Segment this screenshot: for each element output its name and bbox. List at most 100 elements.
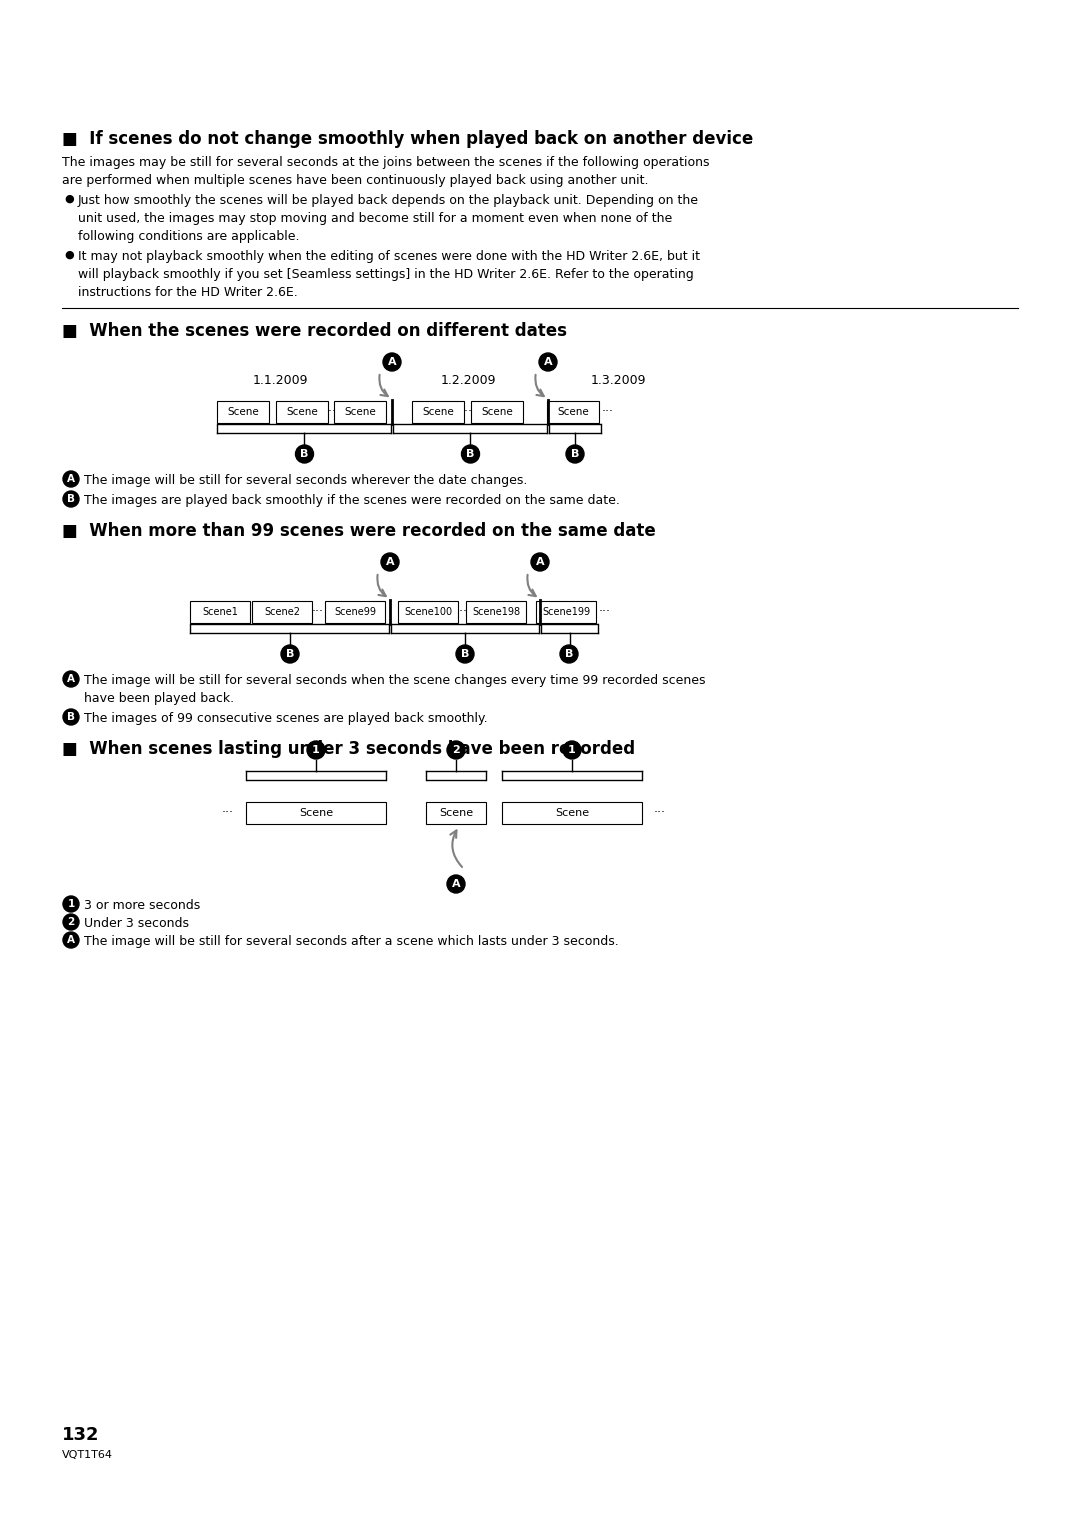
FancyBboxPatch shape — [536, 601, 596, 623]
Circle shape — [447, 742, 465, 758]
Text: The image will be still for several seconds when the scene changes every time 99: The image will be still for several seco… — [84, 674, 705, 687]
Circle shape — [307, 742, 325, 758]
Text: 2: 2 — [453, 745, 460, 755]
FancyBboxPatch shape — [471, 401, 523, 423]
Circle shape — [63, 932, 79, 948]
Text: Scene: Scene — [299, 807, 333, 818]
Circle shape — [281, 645, 299, 662]
Text: The image will be still for several seconds after a scene which lasts under 3 se: The image will be still for several seco… — [84, 935, 619, 948]
Text: 3 or more seconds: 3 or more seconds — [84, 899, 200, 913]
FancyBboxPatch shape — [502, 803, 642, 824]
Text: Just how smoothly the scenes will be played back depends on the playback unit. D: Just how smoothly the scenes will be pla… — [78, 194, 699, 208]
Text: ●: ● — [64, 194, 73, 204]
FancyBboxPatch shape — [217, 401, 269, 423]
Text: A: A — [386, 557, 394, 568]
Text: A: A — [543, 357, 552, 366]
Text: B: B — [571, 449, 579, 459]
Text: 2: 2 — [67, 917, 75, 926]
Text: A: A — [451, 879, 460, 890]
Text: 1.1.2009: 1.1.2009 — [253, 374, 308, 388]
Text: ···: ··· — [599, 606, 611, 618]
Text: The images may be still for several seconds at the joins between the scenes if t: The images may be still for several seco… — [62, 156, 710, 169]
Text: Scene: Scene — [286, 407, 318, 417]
Text: ···: ··· — [602, 406, 615, 418]
Circle shape — [63, 671, 79, 687]
Text: Scene99: Scene99 — [334, 607, 376, 617]
Text: ···: ··· — [312, 606, 324, 618]
FancyArrowPatch shape — [536, 375, 544, 397]
Text: The images of 99 consecutive scenes are played back smoothly.: The images of 99 consecutive scenes are … — [84, 713, 488, 725]
FancyBboxPatch shape — [426, 803, 486, 824]
FancyBboxPatch shape — [190, 601, 249, 623]
Text: will playback smoothly if you set [Seamless settings] in the HD Writer 2.6E. Ref: will playback smoothly if you set [Seaml… — [78, 269, 693, 281]
Text: 1: 1 — [312, 745, 320, 755]
Circle shape — [539, 353, 557, 371]
FancyBboxPatch shape — [546, 401, 599, 423]
FancyBboxPatch shape — [246, 803, 386, 824]
Circle shape — [531, 552, 549, 571]
Text: ···: ··· — [325, 406, 337, 418]
Text: The image will be still for several seconds wherever the date changes.: The image will be still for several seco… — [84, 475, 527, 487]
Text: 1: 1 — [568, 745, 576, 755]
Circle shape — [461, 446, 480, 462]
FancyBboxPatch shape — [325, 601, 384, 623]
Text: Scene: Scene — [481, 407, 513, 417]
Text: Scene: Scene — [345, 407, 376, 417]
Text: ···: ··· — [654, 807, 666, 819]
FancyBboxPatch shape — [334, 401, 386, 423]
Text: 1: 1 — [67, 899, 75, 909]
Text: Scene100: Scene100 — [404, 607, 453, 617]
Text: B: B — [300, 449, 309, 459]
Text: Scene1: Scene1 — [202, 607, 238, 617]
Text: VQT1T64: VQT1T64 — [62, 1450, 113, 1460]
Text: instructions for the HD Writer 2.6E.: instructions for the HD Writer 2.6E. — [78, 285, 298, 299]
Text: ■  If scenes do not change smoothly when played back on another device: ■ If scenes do not change smoothly when … — [62, 130, 753, 148]
Circle shape — [296, 446, 313, 462]
Text: A: A — [388, 357, 396, 366]
Text: A: A — [67, 935, 75, 945]
Text: ●: ● — [64, 250, 73, 259]
Circle shape — [63, 710, 79, 725]
Text: Scene: Scene — [438, 807, 473, 818]
FancyArrowPatch shape — [377, 575, 386, 597]
Circle shape — [63, 491, 79, 507]
FancyArrowPatch shape — [527, 575, 536, 597]
Text: 1.3.2009: 1.3.2009 — [591, 374, 646, 388]
FancyArrowPatch shape — [450, 830, 462, 867]
Text: B: B — [565, 649, 573, 659]
Text: B: B — [461, 649, 469, 659]
Text: 1.2.2009: 1.2.2009 — [441, 374, 496, 388]
Text: following conditions are applicable.: following conditions are applicable. — [78, 230, 299, 243]
Text: have been played back.: have been played back. — [84, 691, 234, 705]
Text: ■  When the scenes were recorded on different dates: ■ When the scenes were recorded on diffe… — [62, 322, 567, 340]
Text: Scene: Scene — [555, 807, 589, 818]
Circle shape — [447, 874, 465, 893]
Text: B: B — [467, 449, 475, 459]
Circle shape — [63, 896, 79, 913]
Text: ■  When scenes lasting under 3 seconds have been recorded: ■ When scenes lasting under 3 seconds ha… — [62, 740, 635, 758]
Text: A: A — [67, 674, 75, 684]
Text: A: A — [536, 557, 544, 568]
Text: Scene: Scene — [422, 407, 454, 417]
Circle shape — [383, 353, 401, 371]
Text: It may not playback smoothly when the editing of scenes were done with the HD Wr: It may not playback smoothly when the ed… — [78, 250, 700, 262]
Circle shape — [456, 645, 474, 662]
FancyBboxPatch shape — [411, 401, 464, 423]
FancyBboxPatch shape — [276, 401, 328, 423]
Text: ■  When more than 99 scenes were recorded on the same date: ■ When more than 99 scenes were recorded… — [62, 522, 656, 540]
Circle shape — [561, 645, 578, 662]
Text: Scene198: Scene198 — [472, 607, 521, 617]
Text: Under 3 seconds: Under 3 seconds — [84, 917, 189, 929]
Text: Scene: Scene — [557, 407, 589, 417]
Text: are performed when multiple scenes have been continuously played back using anot: are performed when multiple scenes have … — [62, 174, 648, 188]
FancyBboxPatch shape — [465, 601, 526, 623]
Circle shape — [63, 472, 79, 487]
Text: ···: ··· — [456, 606, 468, 618]
Text: B: B — [286, 649, 294, 659]
Circle shape — [563, 742, 581, 758]
Circle shape — [381, 552, 399, 571]
Text: Scene: Scene — [227, 407, 259, 417]
Text: B: B — [67, 713, 75, 722]
Circle shape — [63, 914, 79, 929]
FancyBboxPatch shape — [399, 601, 458, 623]
